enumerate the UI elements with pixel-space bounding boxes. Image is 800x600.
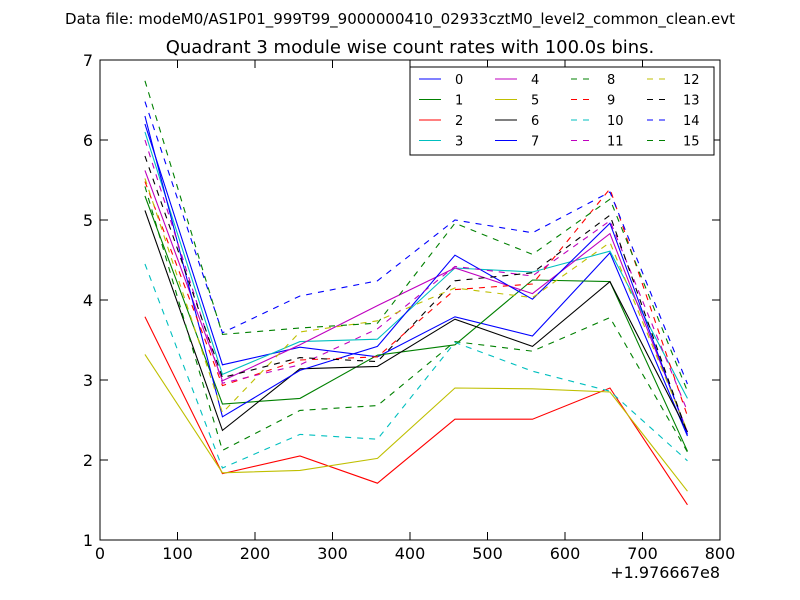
x-tick-label: 700 [627, 544, 658, 563]
series-line-7 [144, 115, 688, 435]
x-tick-label: 300 [317, 544, 348, 563]
y-tick-label: 3 [83, 371, 93, 390]
y-tick-label: 1 [83, 531, 93, 550]
x-tick-label: 800 [705, 544, 736, 563]
legend-label-2: 2 [455, 114, 463, 129]
series-line-11 [144, 139, 688, 412]
legend-label-7: 7 [531, 135, 539, 150]
series-line-13 [144, 155, 688, 434]
series-line-1 [144, 195, 688, 452]
series-layer [144, 80, 688, 506]
series-line-9 [144, 181, 688, 417]
legend-label-1: 1 [455, 94, 463, 109]
series-line-15 [144, 80, 688, 392]
y-tick-label: 4 [83, 291, 93, 310]
x-axis-offset-label: +1.976667e8 [610, 563, 720, 582]
series-line-6 [144, 210, 688, 433]
chart-title: Quadrant 3 module wise count rates with … [166, 37, 655, 58]
x-tick-label: 500 [472, 544, 503, 563]
y-tick-label: 7 [83, 51, 93, 70]
x-tick-label: 100 [162, 544, 193, 563]
series-line-4 [144, 170, 688, 433]
x-tick-label: 0 [95, 544, 105, 563]
legend-label-6: 6 [531, 114, 539, 129]
series-line-3 [144, 131, 688, 399]
legend-label-12: 12 [683, 73, 700, 88]
plot-frame [99, 59, 721, 541]
legend-label-4: 4 [531, 73, 539, 88]
legend-label-9: 9 [607, 94, 615, 109]
series-line-10 [144, 263, 688, 469]
x-tick-label: 400 [395, 544, 426, 563]
legend-label-5: 5 [531, 94, 539, 109]
series-line-14 [144, 101, 688, 385]
legend-label-10: 10 [607, 114, 624, 129]
y-tick-label: 6 [83, 131, 93, 150]
series-line-12 [144, 178, 688, 432]
legend-label-11: 11 [607, 135, 624, 150]
legend-label-8: 8 [607, 73, 615, 88]
y-tick-label: 2 [83, 451, 93, 470]
series-line-2 [144, 316, 688, 506]
legend-label-3: 3 [455, 135, 463, 150]
legend-label-15: 15 [683, 135, 700, 150]
x-tick-label: 200 [240, 544, 271, 563]
series-line-0 [144, 123, 688, 437]
y-tick-label: 5 [83, 211, 93, 230]
x-tick-label: 600 [550, 544, 581, 563]
legend-label-0: 0 [455, 73, 463, 88]
series-line-8 [144, 186, 688, 453]
series-line-5 [144, 354, 688, 492]
legend-label-13: 13 [683, 94, 700, 109]
legend-label-14: 14 [683, 114, 700, 129]
figure-suptitle: Data file: modeM0/AS1P01_999T99_90000004… [65, 10, 735, 29]
